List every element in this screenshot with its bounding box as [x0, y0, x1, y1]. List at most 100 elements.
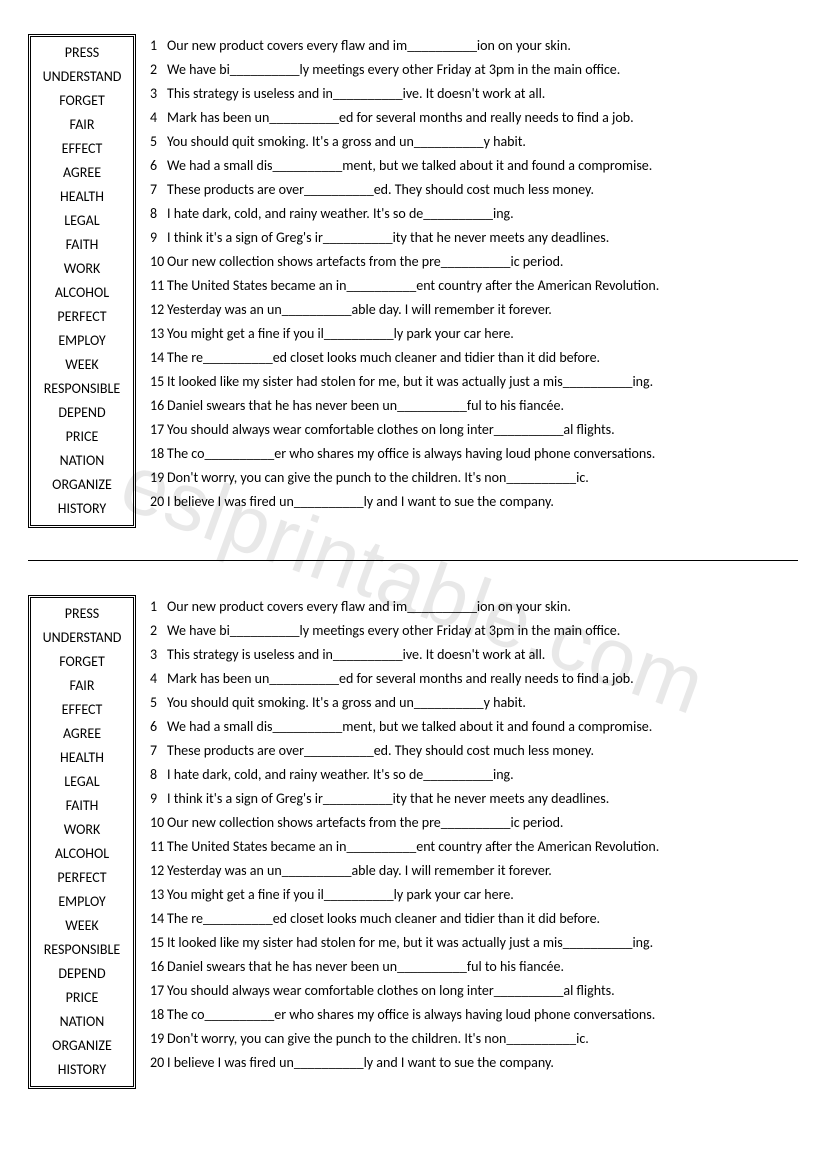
- sentence-number: 6: [150, 715, 167, 739]
- sentence-number: 3: [150, 82, 167, 106]
- sentence-number: 7: [150, 178, 167, 202]
- sentence-number: 17: [150, 418, 167, 442]
- sentence-row: 3 This strategy is useless and in_______…: [150, 643, 798, 667]
- sentence-text: I believe I was fired un__________ly and…: [167, 1051, 554, 1075]
- sentence-row: 11 The United States became an in_______…: [150, 274, 798, 298]
- sentence-number: 6: [150, 154, 167, 178]
- word-item: DEPEND: [39, 401, 125, 425]
- sentence-row: 1 Our new product covers every flaw and …: [150, 595, 798, 619]
- sentence-number: 18: [150, 1003, 167, 1027]
- sentence-row: 13 You might get a fine if you il_______…: [150, 883, 798, 907]
- worksheet-block-2: PRESSUNDERSTANDFORGETFAIREFFECTAGREEHEAL…: [28, 595, 798, 1089]
- sentence-text: These products are over__________ed. The…: [167, 178, 594, 202]
- sentence-number: 12: [150, 859, 167, 883]
- sentence-row: 13 You might get a fine if you il_______…: [150, 322, 798, 346]
- sentence-text: We had a small dis__________ment, but we…: [167, 154, 652, 178]
- sentence-row: 15 It looked like my sister had stolen f…: [150, 370, 798, 394]
- sentence-row: 7 These products are over__________ed. T…: [150, 739, 798, 763]
- word-item: NATION: [39, 449, 125, 473]
- sentence-number: 20: [150, 1051, 167, 1075]
- word-box-1: PRESSUNDERSTANDFORGETFAIREFFECTAGREEHEAL…: [28, 34, 136, 528]
- word-item: FORGET: [39, 650, 125, 674]
- sentence-row: 14 The re__________ed closet looks much …: [150, 907, 798, 931]
- sentence-row: 20 I believe I was fired un__________ly …: [150, 1051, 798, 1075]
- sentence-text: The re__________ed closet looks much cle…: [167, 346, 600, 370]
- sentence-number: 1: [150, 595, 167, 619]
- sentence-row: 11 The United States became an in_______…: [150, 835, 798, 859]
- sentence-row: 1 Our new product covers every flaw and …: [150, 34, 798, 58]
- sentence-text: I hate dark, cold, and rainy weather. It…: [167, 202, 514, 226]
- sentence-text: You should always wear comfortable cloth…: [167, 418, 615, 442]
- sentence-row: 19 Don't worry, you can give the punch t…: [150, 466, 798, 490]
- sentence-text: Our new collection shows artefacts from …: [167, 250, 563, 274]
- sentence-row: 12 Yesterday was an un__________able day…: [150, 298, 798, 322]
- sentence-text: I believe I was fired un__________ly and…: [167, 490, 554, 514]
- sentence-text: Yesterday was an un__________able day. I…: [167, 298, 552, 322]
- word-item: LEGAL: [39, 770, 125, 794]
- sentence-row: 15 It looked like my sister had stolen f…: [150, 931, 798, 955]
- sentence-text: Daniel swears that he has never been un_…: [167, 955, 564, 979]
- sentence-row: 5 You should quit smoking. It's a gross …: [150, 691, 798, 715]
- sentence-text: The United States became an in__________…: [167, 835, 659, 859]
- word-item: PRICE: [39, 425, 125, 449]
- sentence-number: 15: [150, 931, 167, 955]
- sentence-row: 16 Daniel swears that he has never been …: [150, 394, 798, 418]
- word-item: HISTORY: [39, 1058, 125, 1082]
- sentence-row: 20 I believe I was fired un__________ly …: [150, 490, 798, 514]
- word-item: WEEK: [39, 353, 125, 377]
- sentence-row: 3 This strategy is useless and in_______…: [150, 82, 798, 106]
- sentence-text: I think it's a sign of Greg's ir________…: [167, 226, 609, 250]
- sentence-text: Our new product covers every flaw and im…: [167, 595, 571, 619]
- sentence-row: 6 We had a small dis__________ment, but …: [150, 154, 798, 178]
- sentence-text: This strategy is useless and in_________…: [167, 643, 545, 667]
- sentence-number: 12: [150, 298, 167, 322]
- word-item: FAITH: [39, 233, 125, 257]
- word-item: UNDERSTAND: [39, 65, 125, 89]
- word-item: PRESS: [39, 41, 125, 65]
- sentence-text: These products are over__________ed. The…: [167, 739, 594, 763]
- sentence-number: 19: [150, 466, 167, 490]
- sentence-row: 19 Don't worry, you can give the punch t…: [150, 1027, 798, 1051]
- word-item: EMPLOY: [39, 890, 125, 914]
- word-item: ORGANIZE: [39, 1034, 125, 1058]
- sentence-text: The United States became an in__________…: [167, 274, 659, 298]
- sentence-row: 2 We have bi__________ly meetings every …: [150, 619, 798, 643]
- sentence-row: 5 You should quit smoking. It's a gross …: [150, 130, 798, 154]
- sentence-text: We had a small dis__________ment, but we…: [167, 715, 652, 739]
- sentence-text: I think it's a sign of Greg's ir________…: [167, 787, 609, 811]
- sentence-number: 11: [150, 274, 167, 298]
- sentence-row: 18 The co__________er who shares my offi…: [150, 1003, 798, 1027]
- sentence-row: 2 We have bi__________ly meetings every …: [150, 58, 798, 82]
- word-item: HEALTH: [39, 746, 125, 770]
- sentence-number: 18: [150, 442, 167, 466]
- sentence-text: The re__________ed closet looks much cle…: [167, 907, 600, 931]
- sentence-text: Our new product covers every flaw and im…: [167, 34, 571, 58]
- sentence-number: 2: [150, 619, 167, 643]
- sentence-number: 4: [150, 667, 167, 691]
- sentence-number: 8: [150, 763, 167, 787]
- word-item: FAIR: [39, 113, 125, 137]
- sentence-text: You might get a fine if you il__________…: [167, 883, 514, 907]
- sentence-number: 5: [150, 691, 167, 715]
- word-item: WEEK: [39, 914, 125, 938]
- sentence-number: 13: [150, 322, 167, 346]
- sentence-row: 7 These products are over__________ed. T…: [150, 178, 798, 202]
- word-item: RESPONSIBLE: [39, 377, 125, 401]
- sentence-row: 16 Daniel swears that he has never been …: [150, 955, 798, 979]
- word-item: PERFECT: [39, 305, 125, 329]
- sentence-text: Mark has been un__________ed for several…: [167, 106, 634, 130]
- word-item: EFFECT: [39, 137, 125, 161]
- sentence-row: 9 I think it's a sign of Greg's ir______…: [150, 226, 798, 250]
- sentence-text: You should quit smoking. It's a gross an…: [167, 691, 526, 715]
- word-item: AGREE: [39, 722, 125, 746]
- sentence-number: 7: [150, 739, 167, 763]
- sentence-text: You might get a fine if you il__________…: [167, 322, 514, 346]
- sentence-number: 9: [150, 787, 167, 811]
- sentence-row: 14 The re__________ed closet looks much …: [150, 346, 798, 370]
- word-item: RESPONSIBLE: [39, 938, 125, 962]
- sentence-text: We have bi__________ly meetings every ot…: [167, 58, 620, 82]
- word-item: HEALTH: [39, 185, 125, 209]
- sentence-number: 9: [150, 226, 167, 250]
- sentence-text: We have bi__________ly meetings every ot…: [167, 619, 620, 643]
- sentence-list-2: 1 Our new product covers every flaw and …: [150, 595, 798, 1075]
